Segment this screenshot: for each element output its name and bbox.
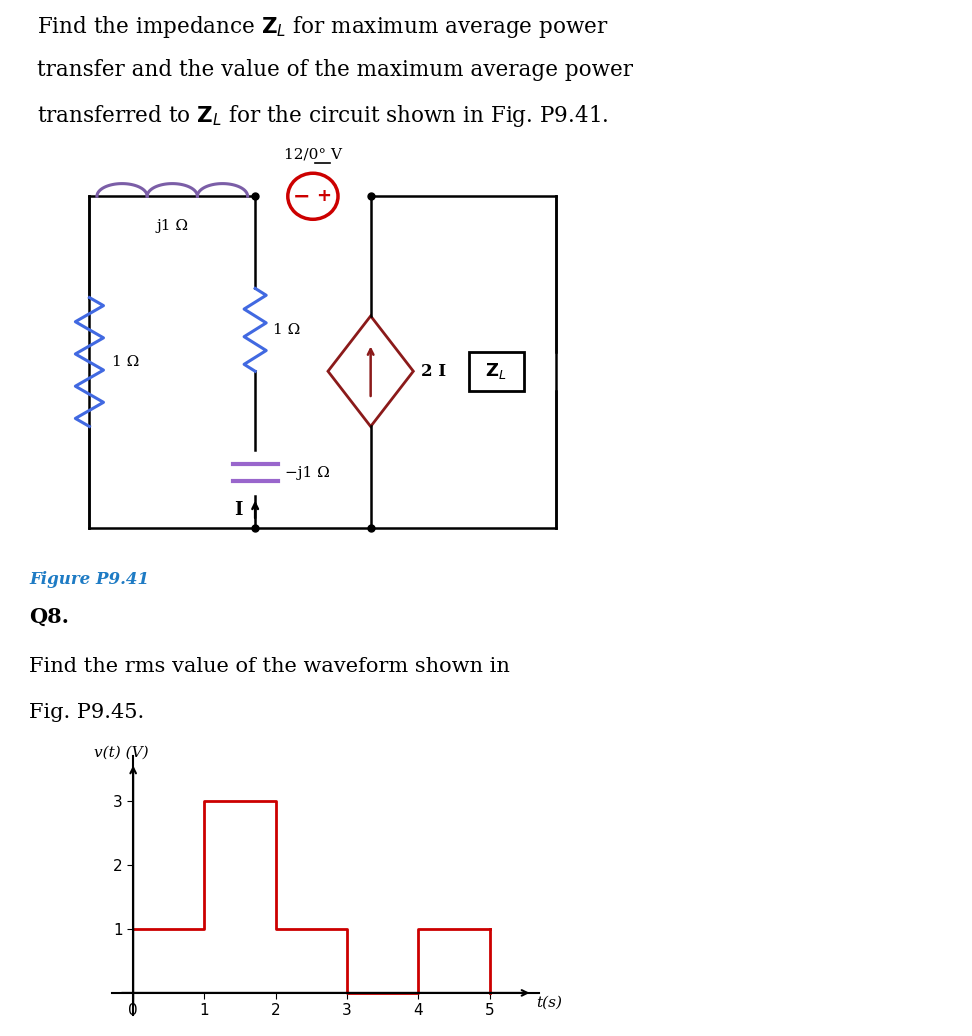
Text: I: I [234,501,243,519]
Text: $\mathbf{Z}_L$: $\mathbf{Z}_L$ [485,362,507,381]
Text: 1 Ω: 1 Ω [112,355,139,369]
Text: Q8.: Q8. [29,607,69,627]
Text: 2 I: 2 I [421,363,446,380]
Text: t(s): t(s) [536,996,562,1010]
Text: v(t) (V): v(t) (V) [94,746,149,759]
Text: +: + [317,188,331,205]
Text: −j1 Ω: −j1 Ω [286,465,330,480]
Bar [469,351,524,391]
Text: Find the impedance $\mathbf{Z}_L$ for maximum average power: Find the impedance $\mathbf{Z}_L$ for ma… [37,13,608,40]
Text: Fig. P9.45.: Fig. P9.45. [29,702,145,722]
Text: transfer and the value of the maximum average power: transfer and the value of the maximum av… [37,59,633,81]
Text: Figure P9.41: Figure P9.41 [29,571,150,587]
Text: 1 Ω: 1 Ω [273,323,300,337]
Text: transferred to $\mathbf{Z}_L$ for the circuit shown in Fig. P9.41.: transferred to $\mathbf{Z}_L$ for the ci… [37,104,608,130]
Text: j1 Ω: j1 Ω [156,220,189,233]
Text: Find the rms value of the waveform shown in: Find the rms value of the waveform shown… [29,657,510,675]
Text: 12/0° V: 12/0° V [284,148,342,162]
Text: −: − [294,186,311,206]
